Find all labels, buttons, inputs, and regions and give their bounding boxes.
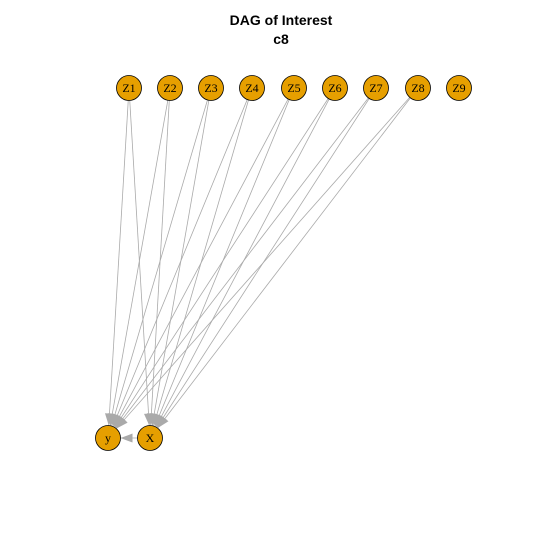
edge-Z1-y — [108, 100, 129, 426]
edges-layer — [104, 97, 411, 443]
node-y: y — [95, 425, 121, 451]
edge-Z8-X — [157, 97, 411, 429]
node-label-y: y — [105, 431, 111, 445]
node-circle-Z1 — [116, 75, 142, 101]
node-label-Z3: Z3 — [204, 81, 217, 95]
edge-Z3-X — [151, 100, 210, 426]
diagram-subtitle: c8 — [273, 31, 289, 47]
edge-Z2-y — [109, 100, 169, 426]
diagram-title: DAG of Interest — [230, 12, 333, 28]
edge-Z5-X — [154, 99, 290, 427]
node-circle-y — [95, 425, 121, 451]
node-X: X — [137, 425, 163, 451]
edge-Z6-y — [114, 98, 329, 428]
node-circle-Z2 — [157, 75, 183, 101]
node-Z1: Z1 — [116, 75, 142, 101]
node-label-Z8: Z8 — [411, 81, 424, 95]
arrowhead-X-y — [120, 433, 133, 443]
node-label-Z2: Z2 — [163, 81, 176, 95]
node-circle-Z6 — [322, 75, 348, 101]
node-Z5: Z5 — [281, 75, 307, 101]
node-circle-Z5 — [281, 75, 307, 101]
node-label-X: X — [146, 431, 155, 445]
node-label-Z9: Z9 — [452, 81, 465, 95]
node-circle-Z4 — [239, 75, 265, 101]
node-label-Z7: Z7 — [369, 81, 382, 95]
node-Z6: Z6 — [322, 75, 348, 101]
node-Z3: Z3 — [198, 75, 224, 101]
node-circle-Z7 — [363, 75, 389, 101]
node-circle-Z8 — [405, 75, 431, 101]
node-label-Z1: Z1 — [122, 81, 135, 95]
edge-Z1-X — [129, 100, 150, 426]
node-circle-Z3 — [198, 75, 224, 101]
arrowhead-Z8-y — [116, 416, 128, 429]
edge-Z8-y — [115, 97, 411, 429]
node-Z8: Z8 — [405, 75, 431, 101]
edge-Z3-y — [111, 99, 208, 427]
arrowhead-Z8-X — [157, 415, 169, 429]
node-label-Z6: Z6 — [328, 81, 341, 95]
node-circle-X — [137, 425, 163, 451]
edge-Z4-y — [112, 99, 248, 427]
edge-Z7-y — [115, 97, 369, 429]
edge-Z5-y — [113, 98, 289, 428]
node-Z4: Z4 — [239, 75, 265, 101]
nodes-layer: Z1 Z2 Z3 Z4 Z5 Z6 Z7 Z8 Z9 y X — [95, 75, 472, 451]
node-Z7: Z7 — [363, 75, 389, 101]
node-Z2: Z2 — [157, 75, 183, 101]
edge-Z2-X — [150, 100, 170, 426]
node-label-Z4: Z4 — [245, 81, 258, 95]
node-label-Z5: Z5 — [287, 81, 300, 95]
node-Z9: Z9 — [446, 75, 472, 101]
node-circle-Z9 — [446, 75, 472, 101]
